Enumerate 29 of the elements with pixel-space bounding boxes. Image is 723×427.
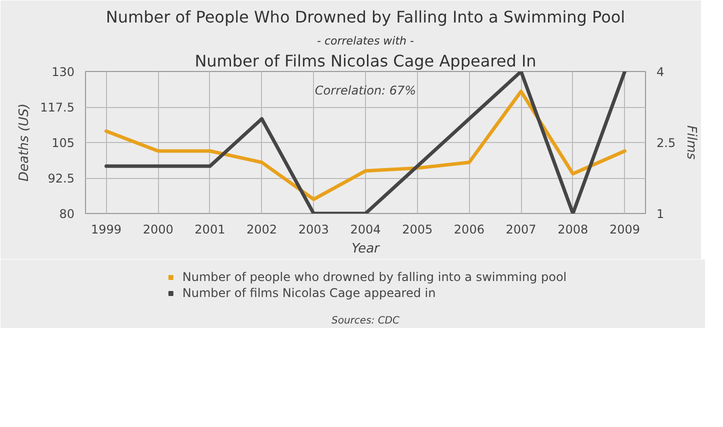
legend-label: Number of people who drowned by falling into a swimming pool (182, 270, 567, 284)
x-tick-label: 2006 (454, 222, 484, 236)
text: Number of Films Nicolas Cage Appeared In (194, 52, 536, 70)
y-tick-label: 117.5 (40, 100, 75, 114)
chart-title: Number of People Who Drowned by Falling Into a Swimming Pool (106, 8, 626, 26)
y2-tick-label: 4 (656, 65, 664, 79)
y-tick-label: 105 (52, 136, 74, 150)
y-tick-label: 130 (52, 65, 74, 79)
x-tick-label: 2000 (142, 222, 174, 236)
y2-tick-label: 2.5 (656, 136, 676, 150)
y2-axis-title: Films (684, 125, 699, 160)
y-tick-label: 92.5 (48, 172, 74, 186)
y2-tick-label: 1 (656, 207, 664, 221)
x-tick-label: 2003 (298, 222, 329, 236)
annotation: Correlation: 67% (314, 84, 416, 98)
x-tick-label: 2008 (558, 222, 588, 236)
x-tick-label: 2002 (246, 222, 278, 236)
source-note: Sources: CDC (332, 316, 400, 326)
y-tick-label: 80 (59, 207, 75, 221)
x-tick-label: 2009 (609, 222, 640, 236)
x-tick-label: 2007 (506, 222, 536, 236)
x-axis-title: Year (352, 242, 382, 256)
text: - correlates with - (317, 34, 414, 48)
x-tick-label: 1999 (90, 222, 122, 236)
x-tick-label: 2001 (194, 222, 226, 236)
x-tick-label: 2004 (350, 222, 381, 236)
legend-label: Number of films Nicolas Cage appeared in (182, 286, 436, 300)
x-tick-label: 2005 (402, 222, 433, 236)
y-axis-title: Deaths (US) (17, 103, 32, 182)
